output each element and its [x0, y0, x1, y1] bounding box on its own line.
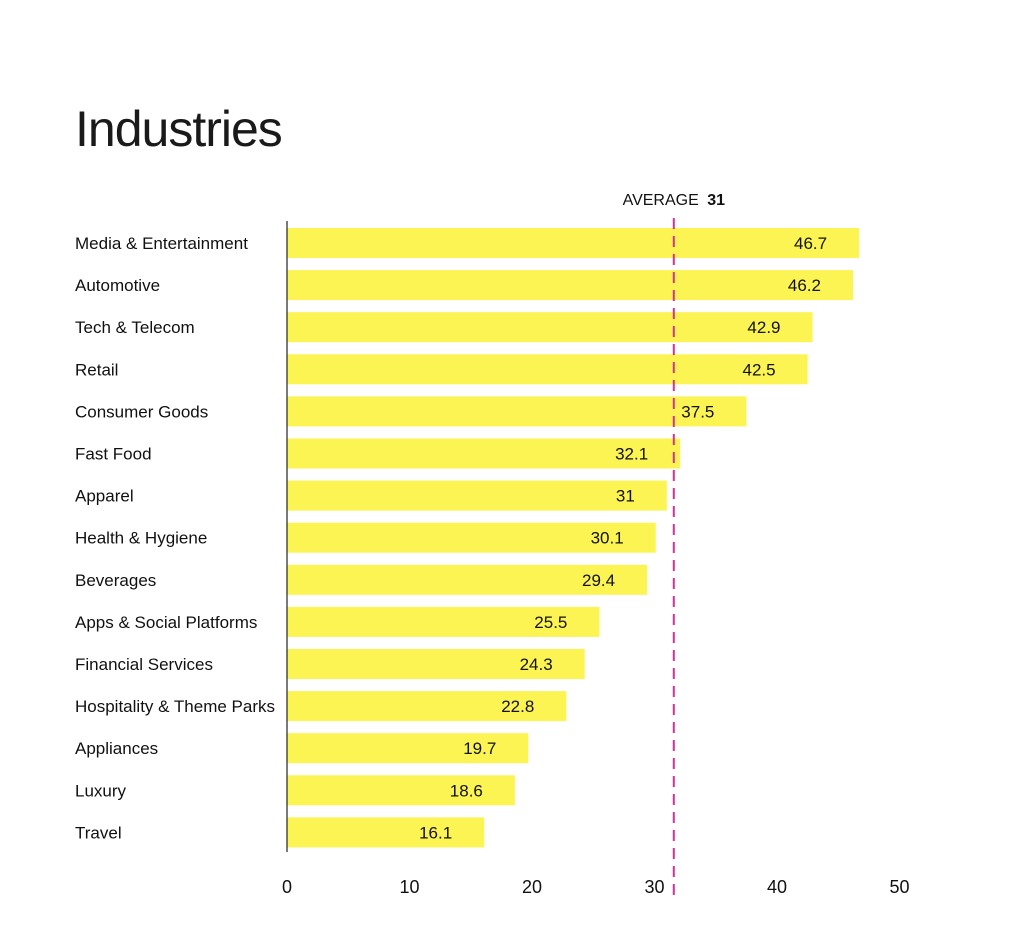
data-label: 31 [616, 487, 635, 506]
bar [287, 354, 808, 385]
data-label: 42.9 [747, 318, 780, 337]
average-marker: AVERAGE 31 [623, 192, 726, 898]
x-tick-label: 30 [644, 877, 664, 897]
bar [287, 270, 853, 301]
data-label: 24.3 [520, 655, 553, 674]
average-label: AVERAGE 31 [623, 192, 726, 209]
category-label: Consumer Goods [75, 402, 208, 421]
x-tick-label: 40 [767, 877, 787, 897]
x-tick-label: 10 [399, 877, 419, 897]
category-label: Luxury [75, 781, 127, 800]
data-label: 16.1 [419, 823, 452, 842]
data-label: 18.6 [450, 781, 483, 800]
x-tick-label: 50 [889, 877, 909, 897]
bar [287, 522, 656, 553]
bar [287, 606, 600, 637]
bars-layer: 46.7 46.2 42.9 42.5 37.5 32.1 31 30.1 29.4 25.5 24… [287, 228, 860, 848]
data-label: 46.2 [788, 276, 821, 295]
category-label: Tech & Telecom [75, 318, 195, 337]
category-label: Health & Hygiene [75, 529, 207, 548]
category-label: Apps & Social Platforms [75, 613, 257, 632]
category-label: Beverages [75, 571, 156, 590]
bar [287, 649, 585, 679]
bar [287, 733, 529, 764]
data-label: 32.1 [615, 445, 648, 464]
category-label: Media & Entertainment [75, 234, 248, 253]
category-label: Apparel [75, 487, 134, 506]
bar [287, 817, 485, 848]
category-label: Fast Food [75, 445, 152, 464]
category-labels: Media & Entertainment Automotive Tech & Te… [75, 234, 275, 842]
x-tick-label: 20 [522, 877, 542, 897]
data-label: 30.1 [591, 529, 624, 548]
bar [287, 312, 813, 343]
data-label: 42.5 [743, 360, 776, 379]
x-axis-ticks: 0 10 20 30 40 50 [282, 877, 910, 897]
x-tick-label: 0 [282, 877, 292, 897]
chart-title: Industries [75, 101, 283, 157]
average-value: 31 [707, 192, 725, 209]
bar [287, 438, 681, 469]
data-label: 22.8 [501, 697, 534, 716]
data-label: 19.7 [463, 739, 496, 758]
bar [287, 691, 567, 722]
data-label: 25.5 [534, 613, 567, 632]
category-label: Retail [75, 360, 118, 379]
data-label: 29.4 [582, 571, 615, 590]
category-label: Hospitality & Theme Parks [75, 697, 275, 716]
bar [287, 775, 515, 806]
average-label-text: AVERAGE [623, 192, 699, 209]
category-label: Travel [75, 823, 122, 842]
data-label: 37.5 [681, 402, 714, 421]
bar [287, 396, 747, 427]
category-label: Financial Services [75, 655, 213, 674]
bar [287, 564, 648, 595]
bar [287, 228, 860, 258]
category-label: Appliances [75, 739, 158, 758]
bar [287, 480, 667, 511]
category-label: Automotive [75, 276, 160, 295]
data-label: 46.7 [794, 234, 827, 253]
